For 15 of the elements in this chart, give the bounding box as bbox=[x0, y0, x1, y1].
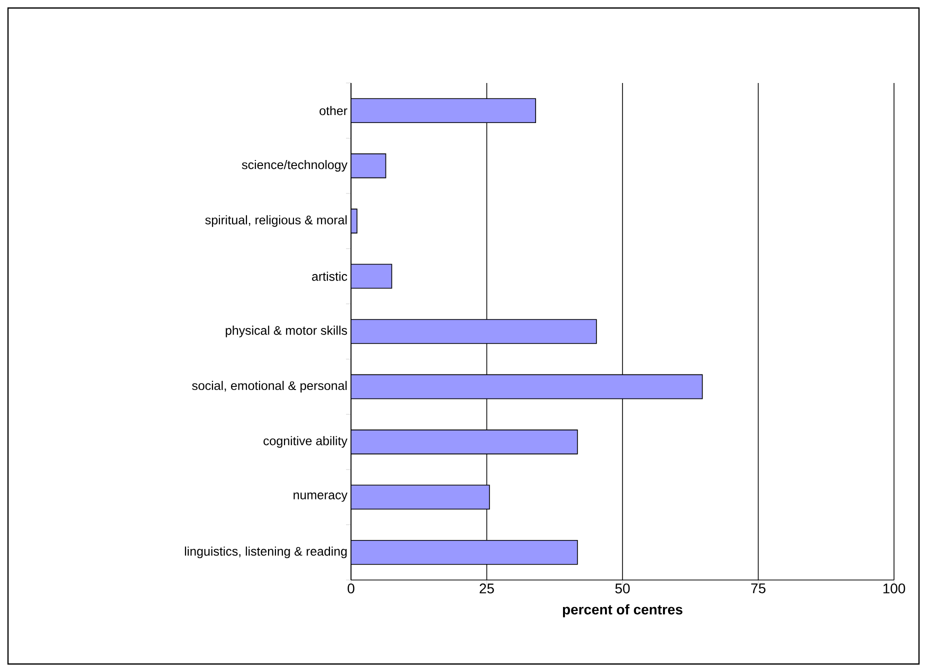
x-tick-label: 75 bbox=[751, 584, 766, 594]
x-tick-label: 50 bbox=[615, 584, 630, 594]
x-tick-label: 100 bbox=[883, 584, 906, 594]
y-tick-label: other bbox=[320, 106, 348, 116]
x-tick-label: 25 bbox=[480, 584, 494, 594]
y-tick-label: spiritual, religious & moral bbox=[205, 215, 347, 227]
y-tick-label: physical & motor skills bbox=[226, 326, 348, 338]
y-tick-label: science/technology bbox=[242, 160, 348, 172]
y-tick-label: linguistics, listening & reading bbox=[184, 546, 347, 558]
x-axis-title: percent of centres bbox=[562, 604, 682, 618]
y-tick-label: cognitive ability bbox=[264, 436, 348, 448]
y-tick-label: social, emotional & personal bbox=[192, 380, 347, 393]
x-tick-label: 0 bbox=[348, 584, 354, 594]
y-tick-label: numeracy bbox=[294, 492, 348, 502]
y-tick-label: artistic bbox=[312, 272, 348, 281]
